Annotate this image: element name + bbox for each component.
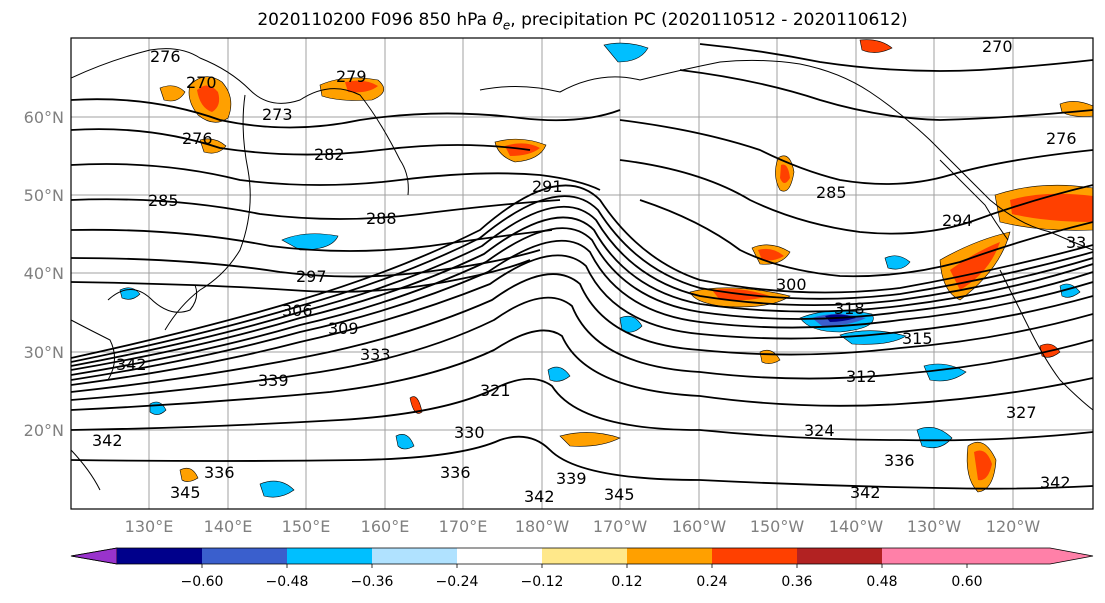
contour-label: 285 (148, 191, 179, 210)
colorbar-tick-label: 0.36 (781, 574, 812, 590)
colorbar-tick-label: −0.24 (436, 574, 479, 590)
contour-label: 285 (816, 183, 847, 202)
colorbar-tick-label: −0.48 (266, 574, 309, 590)
lon-label: 170°W (593, 517, 648, 536)
contour-label: 342 (524, 487, 555, 506)
lon-label: 120°W (986, 517, 1041, 536)
lon-label: 140°W (829, 517, 884, 536)
contour-label: 288 (366, 209, 397, 228)
colorbar-tick-label: 0.12 (611, 574, 642, 590)
contour-label: 282 (314, 145, 345, 164)
contour-label: 312 (846, 367, 877, 386)
lon-label: 130°E (125, 517, 174, 536)
contour-label: 342 (1040, 473, 1071, 492)
contour-label: 345 (170, 483, 201, 502)
contour-label: 273 (262, 105, 293, 124)
lat-label: 50°N (24, 186, 64, 205)
contour-label: 294 (942, 211, 973, 230)
lon-label: 140°E (204, 517, 253, 536)
contour-label: 315 (902, 329, 933, 348)
contour-label: 336 (440, 463, 471, 482)
lat-label: 60°N (24, 108, 64, 127)
colorbar-segment (797, 548, 882, 564)
contour-label: 330 (454, 423, 485, 442)
contour-label: 297 (296, 267, 327, 286)
colorbar-tick-label: 0.24 (696, 574, 727, 590)
colorbar-extend-min (70, 547, 118, 565)
contour-label: 324 (804, 421, 835, 440)
contour-label: 33 (1066, 233, 1086, 252)
contour-label: 279 (336, 67, 367, 86)
contour-label: 336 (204, 463, 235, 482)
theta-e-contours (71, 43, 1093, 490)
lon-label: 170°E (439, 517, 488, 536)
contour-labels: 276 270 279 273 276 282 285 291 288 297 … (92, 37, 1086, 506)
colorbar-tick-label: 0.48 (866, 574, 897, 590)
colorbar-tick-label: −0.60 (181, 574, 224, 590)
longitude-labels: 130°E 140°E 150°E 160°E 170°E 180°W 170°… (125, 517, 1041, 536)
colorbar-segment (117, 548, 202, 564)
colorbar-segment (712, 548, 797, 564)
latitude-labels: 60°N 50°N 40°N 30°N 20°N (24, 108, 64, 440)
contour-label: 321 (480, 381, 511, 400)
lon-label: 150°W (750, 517, 805, 536)
colorbar-tick-label: −0.36 (351, 574, 394, 590)
contour-label: 276 (182, 129, 213, 148)
lat-label: 20°N (24, 421, 64, 440)
colorbar-tick-label: 0.60 (951, 574, 982, 590)
colorbar-segment (627, 548, 712, 564)
lon-label: 160°E (361, 517, 410, 536)
colorbar-segment (882, 548, 967, 564)
contour-label: 270 (186, 73, 217, 92)
colorbar: −0.60 −0.48 −0.36 −0.24 −0.12 0.12 0.24 … (70, 547, 1094, 590)
contour-label: 327 (1006, 403, 1037, 422)
contour-label: 318 (834, 299, 865, 318)
figure-title: 2020110200 F096 850 hPa θe, precipitatio… (257, 10, 908, 33)
colorbar-segment (202, 548, 287, 564)
contour-label: 276 (150, 47, 181, 66)
colorbar-segment (372, 548, 457, 564)
contour-label: 270 (982, 37, 1013, 56)
contour-label: 339 (556, 469, 587, 488)
contour-label: 309 (328, 319, 359, 338)
lat-label: 30°N (24, 343, 64, 362)
contour-label: 276 (1046, 129, 1077, 148)
colorbar-segment (457, 548, 542, 564)
lon-label: 160°W (672, 517, 727, 536)
contour-label: 342 (850, 483, 881, 502)
lat-label: 40°N (24, 264, 64, 283)
contour-label: 333 (360, 345, 391, 364)
colorbar-segment (542, 548, 627, 564)
contour-label: 342 (92, 431, 123, 450)
colorbar-tick-label: −0.12 (521, 574, 564, 590)
contour-label: 336 (884, 451, 915, 470)
map-frame (70, 37, 1094, 510)
contour-label: 345 (604, 485, 635, 504)
lon-label: 150°E (282, 517, 331, 536)
contour-label: 342 (116, 355, 147, 374)
colorbar-outline (70, 547, 1094, 565)
lon-label: 180°W (515, 517, 570, 536)
contour-label: 300 (776, 275, 807, 294)
lon-label: 130°W (907, 517, 962, 536)
contour-label: 291 (532, 177, 563, 196)
contour-label: 306 (282, 301, 313, 320)
colorbar-segment (287, 548, 372, 564)
contour-label: 339 (258, 371, 289, 390)
